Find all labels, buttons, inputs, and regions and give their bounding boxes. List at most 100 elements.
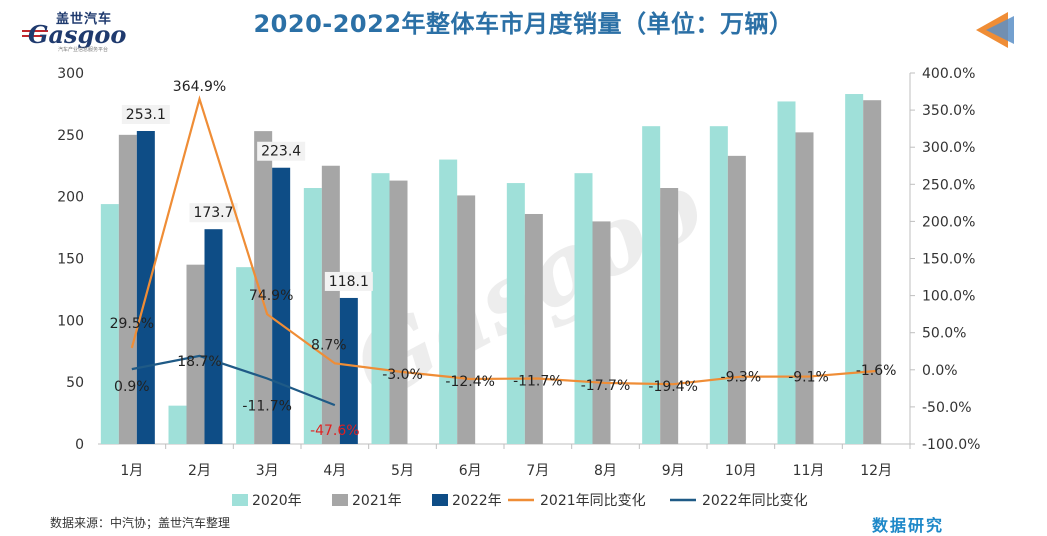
x-tick-label: 9月 [662,463,685,479]
line-2021-label: 364.9% [173,79,226,95]
x-tick-label: 10月 [725,463,757,479]
bar-2020年-11月 [777,101,796,445]
data-source-note: 数据来源：中汽协；盖世汽车整理 [50,516,231,530]
y-right-tick-label: -50.0% [922,400,972,416]
line-2021-label: 74.9% [249,288,293,304]
x-tick-label: 11月 [793,463,825,479]
bar-label-bg [257,141,306,161]
line-2021-label: -9.1% [788,370,829,386]
bar-2021年-12月 [863,100,882,444]
y-right-tick-label: 50.0% [922,326,966,342]
bar-value-label: 173.7 [193,205,233,221]
arrow-shape-blue [986,16,1014,44]
x-tick-label: 1月 [120,463,143,479]
bar-2022年-4月 [339,297,358,444]
bar-value-label: 223.4 [261,144,301,160]
x-tick-label: 3月 [256,463,279,479]
bar-2022年-1月 [136,130,155,444]
line-2021-label: -9.3% [721,370,762,386]
legend-label: 2021年同比变化 [540,493,646,509]
line-2021-label: -11.7% [513,373,563,389]
y-right-tick-label: 250.0% [922,177,975,193]
bar-2020年-4月 [303,188,322,444]
bar-2021年-2月 [186,264,205,444]
logo-stripe [22,35,42,37]
bar-2021年-11月 [795,132,814,445]
bar-2020年-9月 [642,126,661,444]
back-arrow-icon[interactable] [972,10,1022,50]
legend-swatch [432,494,448,506]
line-2022-label: -47.6% [310,423,360,439]
bar-2021年-1月 [118,134,137,445]
chart-title: 2020-2022年整体车市月度销量（单位：万辆） [253,10,794,38]
legend-label: 2021年 [352,493,402,509]
line-2021-label: -12.4% [445,374,495,390]
footer-brand: 数据研究 [872,516,945,535]
bar-2020年-7月 [506,183,525,444]
bar-2021年-5月 [389,180,408,444]
logo-tagline: 汽车产业信息服务平台 [58,47,109,53]
bar-2022年-2月 [204,229,223,444]
y-left-tick-label: 300 [57,66,84,82]
x-tick-label: 2月 [188,463,211,479]
logo-english-text: Gasgoo [28,20,127,49]
line-2021-label: -3.0% [382,367,423,383]
bar-2020年-12月 [845,94,864,445]
line-2021-label: -19.4% [648,379,698,395]
legend-swatch [232,494,248,506]
y-right-tick-label: 0.0% [922,363,958,379]
line-2021-label: -17.7% [581,378,631,394]
line-2021年同比变化 [130,95,877,386]
y-left-tick-label: 100 [57,313,84,329]
line-2022-label: -11.7% [242,398,292,414]
x-tick-label: 7月 [526,463,549,479]
y-left-tick-label: 150 [57,252,84,268]
y-right-tick-label: 350.0% [922,103,975,119]
y-right-tick-label: 150.0% [922,252,975,268]
x-tick-label: 5月 [391,463,414,479]
y-right-tick-label: 400.0% [922,66,975,82]
line-2021-label: 8.7% [311,337,347,353]
bar-2020年-8月 [574,173,593,445]
x-tick-label: 4月 [323,463,346,479]
bar-2020年-1月 [100,204,119,444]
bar-2021年-3月 [254,131,273,444]
line-2021-label: -1.6% [856,363,897,379]
y-left-tick-label: 50 [66,375,84,391]
bar-2021年-6月 [457,195,476,444]
bar-2022年-3月 [272,167,291,444]
bar-label-bg [121,104,170,124]
legend-label: 2022年 [452,493,502,509]
bar-2020年-2月 [168,405,187,444]
line-2021-label: 29.5% [110,316,154,332]
y-right-tick-label: 300.0% [922,140,975,156]
x-tick-label: 8月 [594,463,617,479]
bar-2021年-10月 [727,155,746,444]
x-tick-label: 12月 [860,463,892,479]
x-tick-label: 6月 [459,463,482,479]
logo-chinese-text: 盖世汽车 [56,12,113,27]
legend-label: 2020年 [252,493,302,509]
bar-2020年-10月 [709,126,728,444]
bar-2020年-6月 [439,159,458,445]
legend-swatch [332,494,348,506]
y-left-tick-label: 0 [75,437,84,453]
line-2022-label: 0.9% [114,379,150,395]
logo-stripe [22,30,48,32]
y-left-tick-label: 200 [57,190,84,206]
y-right-tick-label: 100.0% [922,289,975,305]
gasgoo-logo: 盖世汽车 Gasgoo 汽车产业信息服务平台 [22,8,132,53]
line-2022-label: 18.7% [177,354,221,370]
bar-2021年-7月 [524,213,543,444]
bar-2020年-5月 [371,173,390,445]
y-right-tick-label: -100.0% [922,437,980,453]
bar-2021年-4月 [321,165,340,444]
bar-2020年-3月 [236,267,255,444]
line-2022年同比变化 [131,354,336,407]
bar-label-bg [324,271,373,291]
y-right-tick-label: 200.0% [922,214,975,230]
bar-2021年-9月 [660,188,679,444]
y-left-tick-label: 250 [57,128,84,144]
bar-label-bg [189,203,238,223]
